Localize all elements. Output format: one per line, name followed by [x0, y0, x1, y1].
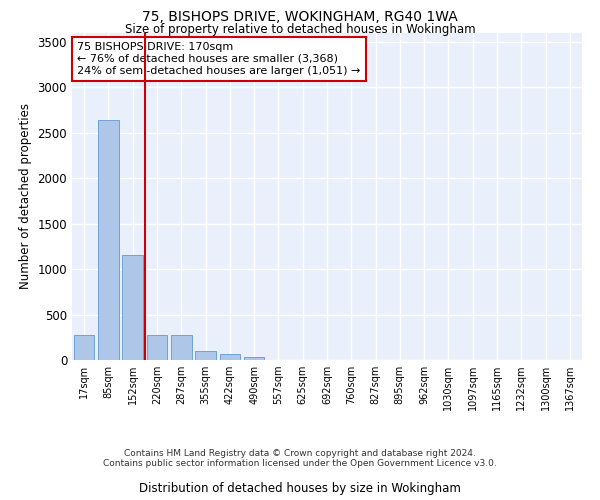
Bar	[220, 354, 240, 360]
Y-axis label: Number of detached properties: Number of detached properties	[19, 104, 32, 289]
Bar	[195, 352, 216, 360]
Bar	[171, 334, 191, 360]
Text: 75, BISHOPS DRIVE, WOKINGHAM, RG40 1WA: 75, BISHOPS DRIVE, WOKINGHAM, RG40 1WA	[142, 10, 458, 24]
Text: Distribution of detached houses by size in Wokingham: Distribution of detached houses by size …	[139, 482, 461, 495]
Text: 75 BISHOPS DRIVE: 170sqm
← 76% of detached houses are smaller (3,368)
24% of sem: 75 BISHOPS DRIVE: 170sqm ← 76% of detach…	[77, 42, 361, 76]
Text: Contains public sector information licensed under the Open Government Licence v3: Contains public sector information licen…	[103, 458, 497, 468]
Text: Size of property relative to detached houses in Wokingham: Size of property relative to detached ho…	[125, 22, 475, 36]
Bar	[244, 357, 265, 360]
Bar	[98, 120, 119, 360]
Bar	[122, 256, 143, 360]
Bar	[74, 336, 94, 360]
Text: Contains HM Land Registry data © Crown copyright and database right 2024.: Contains HM Land Registry data © Crown c…	[124, 448, 476, 458]
Bar	[146, 334, 167, 360]
